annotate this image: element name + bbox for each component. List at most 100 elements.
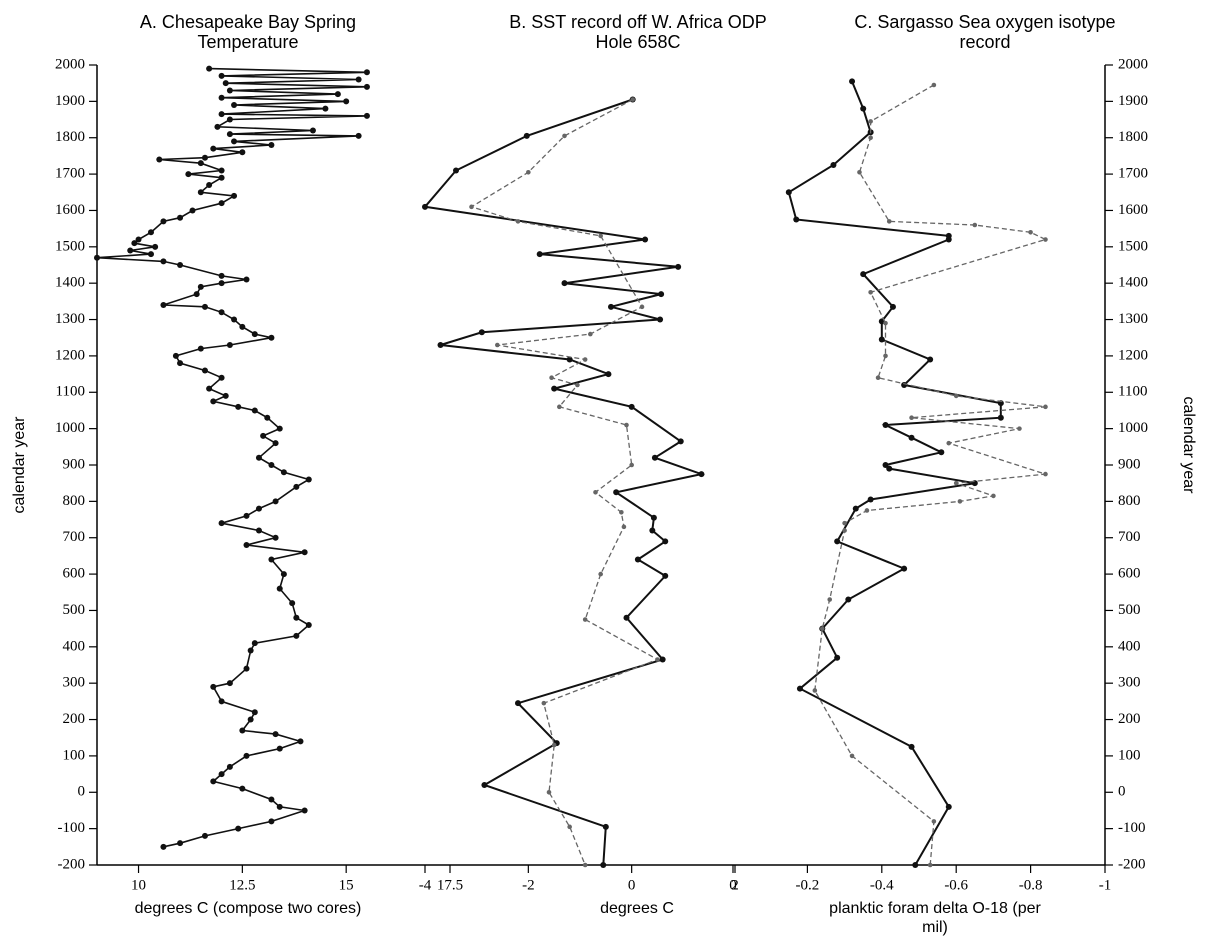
data-point (301, 549, 308, 556)
data-point (305, 622, 312, 628)
data-point (363, 83, 370, 90)
y2-tick-label: 0 (1118, 784, 1126, 800)
x-tick-label: 10 (131, 877, 146, 893)
data-point (197, 189, 204, 196)
data-point (293, 632, 300, 639)
y2-tick-label: -100 (1118, 820, 1146, 836)
data-point (659, 656, 666, 663)
y-tick-label: 1900 (55, 93, 85, 109)
data-point (526, 169, 531, 175)
panel-title: C. Sargasso Sea oxygen isotype record (854, 12, 1116, 52)
y2-tick-label: 800 (1118, 493, 1141, 509)
data-point (272, 534, 279, 541)
data-point (938, 449, 945, 456)
data-point (630, 97, 635, 102)
data-point (160, 218, 167, 225)
data-point (523, 132, 530, 139)
series-line (787, 81, 1002, 866)
data-point (931, 819, 937, 824)
data-point (619, 509, 624, 515)
data-point (343, 98, 350, 105)
x-tick-label: -1 (1099, 877, 1112, 893)
data-point (268, 334, 275, 341)
data-point (201, 154, 208, 161)
data-point (272, 731, 279, 738)
data-point (185, 171, 192, 178)
data-point (819, 626, 825, 631)
x-tick-label: 12.5 (229, 877, 255, 893)
data-point (651, 454, 658, 461)
data-point (957, 499, 963, 504)
data-point (860, 271, 867, 278)
series-line (469, 98, 660, 866)
data-point (218, 94, 225, 101)
data-point (1028, 229, 1033, 235)
data-point (613, 489, 620, 496)
data-point (677, 438, 684, 445)
y-tick-label: 1500 (55, 238, 85, 254)
y-tick-label: 1200 (55, 347, 85, 363)
data-point (878, 336, 885, 343)
data-point (639, 304, 645, 310)
data-point (226, 87, 233, 94)
series-line (96, 67, 367, 848)
data-point (868, 135, 873, 141)
data-point (602, 823, 609, 830)
data-point (927, 862, 933, 868)
data-point (226, 763, 233, 770)
data-point (218, 280, 225, 287)
data-point (868, 119, 873, 124)
y2-tick-label: 400 (1118, 638, 1141, 654)
data-point (662, 538, 669, 545)
y2-tick-label: 1100 (1118, 384, 1147, 400)
data-point (156, 156, 163, 163)
data-point (222, 80, 229, 87)
data-point (177, 262, 184, 268)
data-point (251, 709, 258, 716)
data-point (845, 596, 852, 603)
data-point (515, 700, 521, 707)
data-point (827, 597, 833, 602)
data-point (226, 131, 233, 138)
data-point (422, 203, 428, 210)
y2-tick-label: 1800 (1118, 129, 1148, 145)
y-tick-label: 2000 (55, 56, 85, 72)
y-tick-label: 1800 (55, 129, 85, 145)
data-point (946, 440, 952, 446)
data-point (131, 240, 138, 247)
data-point (218, 200, 225, 207)
data-point (621, 524, 627, 530)
data-point (243, 276, 250, 283)
data-point (222, 392, 229, 399)
data-point (260, 432, 267, 439)
data-point (793, 216, 800, 223)
y-tick-label: 300 (63, 675, 86, 691)
x-tick-label: 2 (731, 877, 739, 893)
y-tick-label: 800 (63, 493, 86, 509)
data-point (481, 782, 488, 788)
y-tick-label: 1000 (55, 420, 85, 436)
x-axis-label: degrees C (compose two cores) (134, 900, 362, 917)
y-tick-label: 0 (78, 784, 86, 800)
y2-tick-label: 1600 (1118, 202, 1148, 218)
data-point (218, 272, 225, 279)
data-point (785, 189, 792, 196)
data-point (280, 469, 287, 476)
data-point (991, 493, 996, 499)
y-axis-label: calendar year (11, 416, 28, 514)
data-point (953, 393, 959, 399)
y-tick-label: 500 (63, 602, 86, 618)
data-point (908, 743, 915, 750)
data-point (363, 112, 370, 119)
data-point (945, 803, 952, 810)
data-point (251, 407, 258, 414)
data-point (634, 556, 641, 563)
data-point (289, 600, 296, 607)
data-point (567, 824, 572, 830)
data-point (889, 303, 896, 310)
data-point (268, 556, 275, 563)
data-point (882, 462, 889, 468)
data-point (453, 167, 459, 174)
data-point (557, 404, 562, 410)
